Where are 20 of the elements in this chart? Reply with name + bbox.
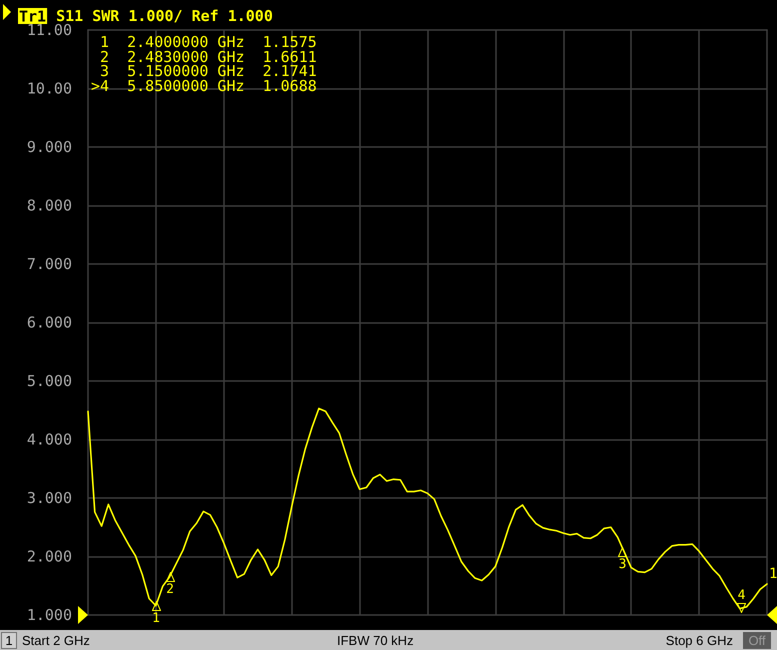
y-tick-label: 4.000 <box>26 430 72 448</box>
text: 1 <box>769 566 777 582</box>
y-tick-label: 2.000 <box>26 548 72 566</box>
y-tick-label: 5.000 <box>26 372 72 390</box>
text: 1 <box>1 632 17 649</box>
y-tick-label: 7.000 <box>26 255 72 273</box>
text: Start 2 GHz <box>22 632 90 649</box>
y-tick-label: 6.000 <box>26 314 72 332</box>
y-tick-label: 1.000 <box>26 606 72 624</box>
y-tick-label: 8.000 <box>26 196 72 214</box>
annotation: 2 <box>165 582 175 597</box>
annotation: 4 <box>736 588 746 603</box>
y-tick-label: 9.000 <box>26 138 72 156</box>
series-label: 1 <box>151 611 161 626</box>
text: Off <box>743 632 771 649</box>
y-tick-label: 3.000 <box>26 489 72 507</box>
annotation: 3 <box>618 557 628 572</box>
text: Stop 6 GHz <box>666 632 733 649</box>
y-tick-label: 10.00 <box>26 80 72 98</box>
text: IFBW 70 kHz <box>337 632 414 649</box>
